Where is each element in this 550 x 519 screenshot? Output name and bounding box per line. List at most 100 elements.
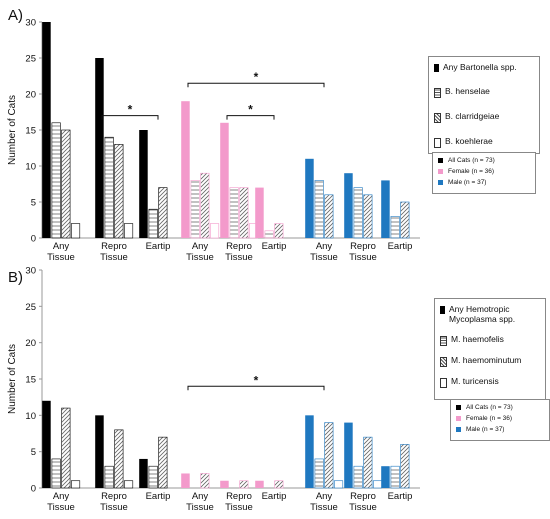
legend-swatch [434, 137, 441, 148]
x-tick-label: Any [192, 241, 209, 252]
panel-b-chart: B)Number of Cats051015202530AnyTissueRep… [7, 266, 420, 513]
legend-label: All Cats (n = 73) [448, 157, 495, 164]
panel-a-chart: A)Number of Cats051015202530AnyTissueRep… [7, 7, 420, 263]
legend-label: M. turicensis [451, 375, 499, 386]
bar [314, 458, 324, 489]
legend-swatch [434, 112, 441, 123]
bar [139, 130, 148, 238]
y-tick-label: 30 [25, 18, 36, 29]
legend-label: Female (n = 36) [466, 415, 513, 422]
significance-label: * [128, 103, 133, 117]
bar [210, 223, 220, 239]
bar [324, 194, 334, 239]
bar [51, 122, 61, 239]
legend-label: B. henselae [445, 85, 490, 96]
x-tick-label: Tissue [349, 502, 377, 513]
species-legend-entry: B. henselae [434, 85, 534, 98]
bar [372, 480, 383, 489]
bar [274, 480, 284, 489]
significance-bracket [226, 115, 275, 120]
population-legend-entry: All Cats (n = 73) [456, 404, 544, 411]
x-tick-label: Any [316, 241, 333, 252]
population-legend-entry: Male (n = 37) [438, 179, 530, 186]
bar [305, 415, 314, 488]
y-tick-label: 5 [31, 198, 36, 209]
y-tick-label: 15 [25, 126, 36, 137]
bar [229, 187, 239, 239]
bar [158, 436, 168, 489]
x-tick-label: Tissue [225, 252, 253, 263]
legend-swatch [438, 169, 443, 174]
species-legend-entry: M. turicensis [440, 375, 540, 388]
y-tick-label: 10 [25, 411, 36, 422]
x-tick-label: Tissue [310, 502, 338, 513]
bar [255, 187, 264, 238]
y-tick-label: 5 [31, 447, 36, 458]
panel-label: A) [8, 7, 23, 24]
bar [400, 201, 410, 239]
bar [200, 172, 210, 239]
legend-swatch [438, 180, 443, 185]
legend-swatch [440, 306, 445, 314]
significance-label: * [254, 373, 259, 387]
legend-label: M. haemominutum [451, 354, 522, 365]
x-tick-label: Any [53, 491, 70, 502]
bar [200, 473, 210, 489]
bar [148, 465, 158, 489]
x-tick-label: Tissue [100, 252, 128, 263]
bar [400, 444, 410, 489]
population-legend-entry: Female (n = 36) [438, 168, 530, 175]
bar [363, 436, 373, 489]
x-tick-label: Any [53, 241, 70, 252]
x-tick-label: Repro [226, 491, 252, 502]
x-tick-label: Repro [226, 241, 252, 252]
legend-label: All Cats (n = 73) [466, 404, 513, 411]
y-axis-title: Number of Cats [7, 95, 18, 165]
bar [390, 216, 400, 239]
bar [158, 187, 168, 239]
y-tick-label: 30 [25, 266, 36, 277]
bar [124, 223, 134, 239]
y-tick-label: 25 [25, 302, 36, 313]
significance-bracket [187, 82, 325, 88]
bar [353, 465, 363, 489]
species-legend-entry: M. haemominutum [440, 354, 540, 367]
x-tick-label: Tissue [225, 502, 253, 513]
bar [390, 465, 400, 489]
x-tick-label: Eartip [146, 241, 171, 252]
bar [95, 415, 104, 488]
bar [51, 458, 61, 489]
y-tick-label: 15 [25, 375, 36, 386]
bar [61, 407, 71, 489]
bar [344, 422, 353, 488]
legend-swatch [456, 405, 461, 410]
species-legend-entry: Any Hemotropic Mycoplasma spp. [440, 304, 540, 325]
significance-bracket [187, 385, 325, 391]
bar [104, 136, 114, 239]
bar [114, 429, 124, 489]
x-tick-label: Eartip [388, 241, 413, 252]
bar [305, 158, 314, 238]
panel-label: B) [8, 269, 23, 286]
x-tick-label: Repro [101, 491, 127, 502]
bar [42, 22, 51, 238]
bar [71, 480, 81, 489]
population-legend-entry: Female (n = 36) [456, 415, 544, 422]
legend-swatch [456, 427, 461, 432]
bar [124, 480, 134, 489]
legend-swatch [440, 335, 447, 346]
x-tick-label: Eartip [262, 491, 287, 502]
bar [181, 101, 190, 238]
legend-swatch [438, 158, 443, 163]
significance-label: * [248, 103, 253, 117]
bar [353, 187, 363, 239]
y-tick-label: 0 [31, 234, 36, 245]
y-tick-label: 20 [25, 90, 36, 101]
bar [381, 466, 390, 488]
legend-label: Any Bartonella spp. [443, 62, 517, 72]
bar [190, 180, 200, 239]
legend-label: B. koehlerae [445, 135, 493, 146]
population-legend-entry: All Cats (n = 73) [438, 157, 530, 164]
legend-swatch [434, 64, 439, 72]
